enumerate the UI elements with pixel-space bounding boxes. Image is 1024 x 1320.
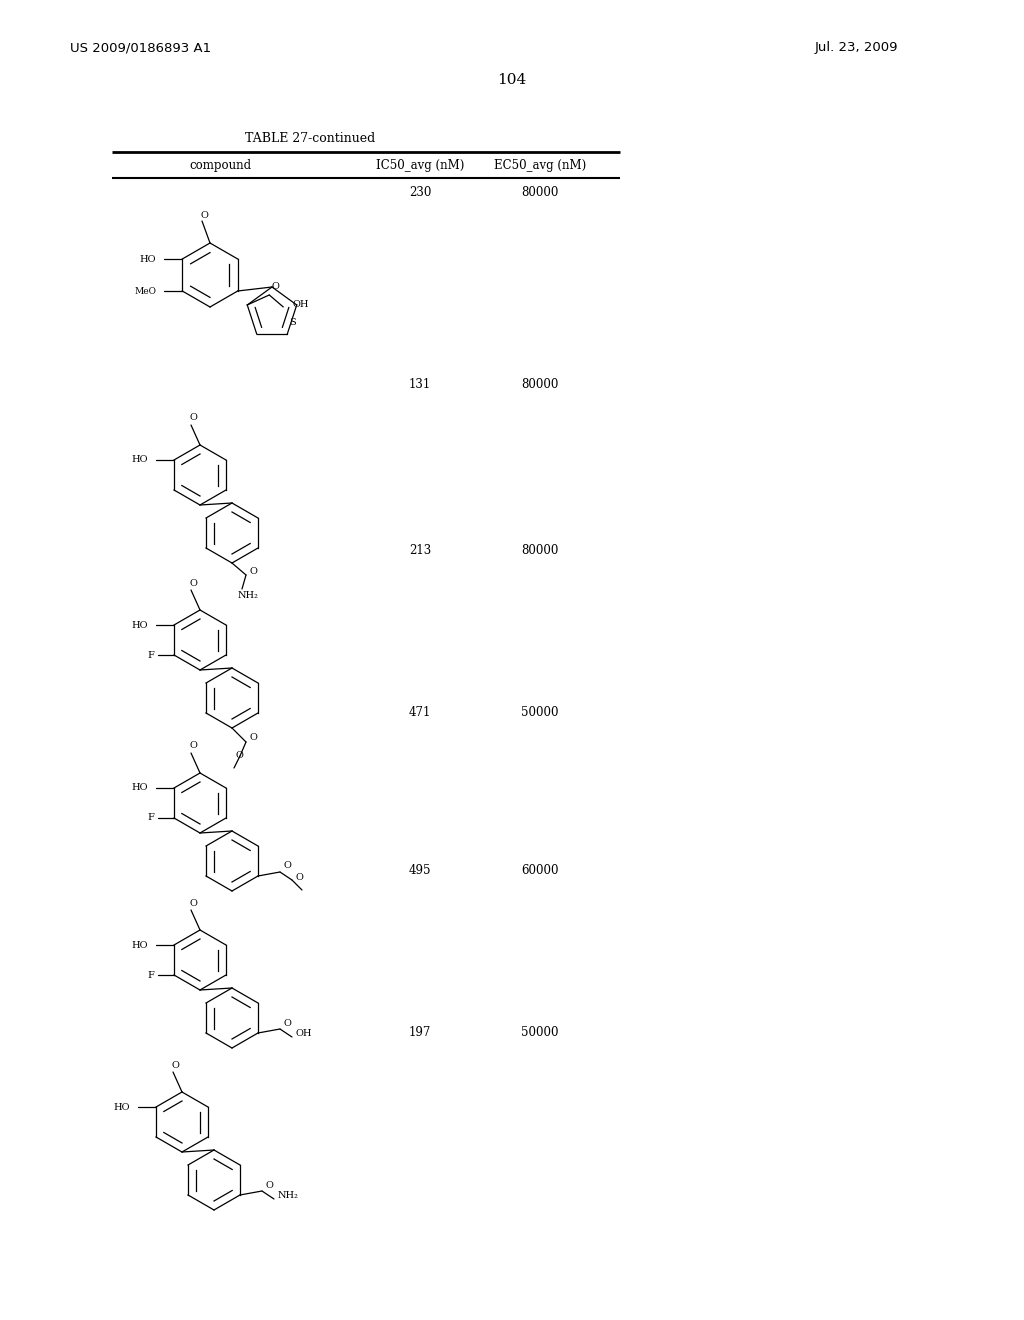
Text: OH: OH: [292, 301, 309, 309]
Text: 50000: 50000: [521, 1026, 559, 1039]
Text: 495: 495: [409, 863, 431, 876]
Text: HO: HO: [131, 784, 148, 792]
Text: O: O: [236, 751, 244, 760]
Text: HO: HO: [131, 620, 148, 630]
Text: 104: 104: [498, 73, 526, 87]
Text: F: F: [147, 651, 154, 660]
Text: O: O: [250, 566, 258, 576]
Text: O: O: [266, 1180, 273, 1189]
Text: NH₂: NH₂: [238, 590, 259, 599]
Text: EC50_avg (nM): EC50_avg (nM): [494, 158, 586, 172]
Text: 80000: 80000: [521, 544, 559, 557]
Text: NH₂: NH₂: [278, 1192, 299, 1200]
Text: 230: 230: [409, 186, 431, 199]
Text: 471: 471: [409, 706, 431, 719]
Text: US 2009/0186893 A1: US 2009/0186893 A1: [70, 41, 211, 54]
Text: O: O: [284, 862, 292, 870]
Text: O: O: [189, 578, 197, 587]
Text: O: O: [189, 413, 197, 422]
Text: F: F: [147, 813, 154, 822]
Text: O: O: [200, 210, 208, 219]
Text: O: O: [250, 734, 258, 742]
Text: 80000: 80000: [521, 186, 559, 199]
Text: 131: 131: [409, 379, 431, 392]
Text: O: O: [189, 899, 197, 908]
Text: MeO: MeO: [134, 286, 157, 296]
Text: Jul. 23, 2009: Jul. 23, 2009: [815, 41, 898, 54]
Text: F: F: [147, 970, 154, 979]
Text: HO: HO: [114, 1102, 130, 1111]
Text: O: O: [189, 742, 197, 751]
Text: O: O: [171, 1060, 179, 1069]
Text: TABLE 27-continued: TABLE 27-continued: [245, 132, 375, 144]
Text: HO: HO: [140, 255, 157, 264]
Text: OH: OH: [296, 1030, 312, 1039]
Text: 80000: 80000: [521, 379, 559, 392]
Text: O: O: [284, 1019, 292, 1027]
Text: 213: 213: [409, 544, 431, 557]
Text: HO: HO: [131, 455, 148, 465]
Text: HO: HO: [131, 940, 148, 949]
Text: 197: 197: [409, 1026, 431, 1039]
Text: S: S: [289, 318, 295, 327]
Text: O: O: [271, 282, 280, 292]
Text: 50000: 50000: [521, 706, 559, 719]
Text: IC50_avg (nM): IC50_avg (nM): [376, 158, 464, 172]
Text: 60000: 60000: [521, 863, 559, 876]
Text: compound: compound: [189, 158, 251, 172]
Text: O: O: [296, 873, 304, 882]
